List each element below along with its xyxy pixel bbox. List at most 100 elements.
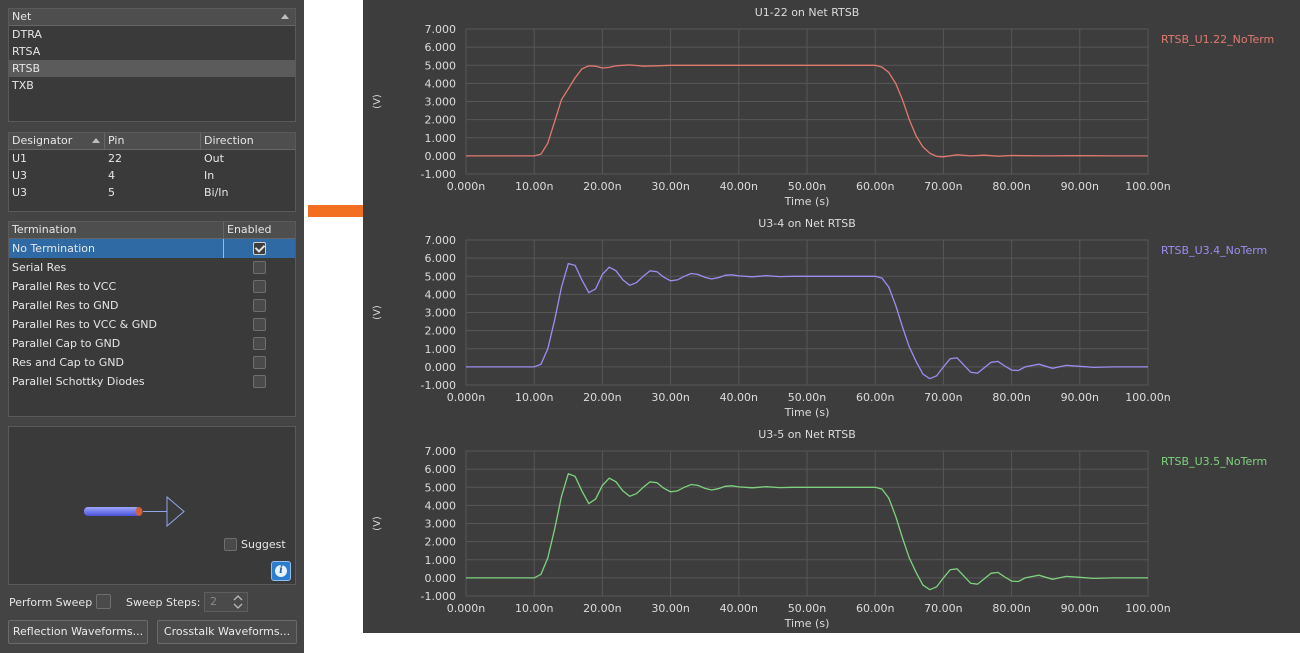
x-tick-label: 70.00n <box>924 180 962 193</box>
y-tick-label: 6.000 <box>425 41 457 54</box>
waveform-line <box>466 64 1148 158</box>
enabled-column-header[interactable]: Enabled <box>227 223 272 236</box>
direction-cell: Bi/In <box>204 186 229 199</box>
direction-column-header[interactable]: Direction <box>204 134 254 147</box>
x-tick-label: 40.00n <box>720 602 758 615</box>
enabled-checkbox[interactable] <box>253 318 266 331</box>
legend-entry: RTSB_U3.5_NoTerm <box>1161 455 1267 468</box>
y-axis-label: (V) <box>372 516 383 531</box>
y-tick-label: 5.000 <box>425 270 457 283</box>
x-tick-label: 80.00n <box>992 602 1030 615</box>
x-tick-label: 50.00n <box>788 602 826 615</box>
net-list-header[interactable]: Net <box>9 9 295 26</box>
crosstalk-waveforms-button[interactable]: Crosstalk Waveforms... <box>157 620 297 644</box>
suggest-label: Suggest <box>241 538 286 551</box>
x-tick-label: 10.00n <box>515 602 553 615</box>
termination-label: No Termination <box>9 239 224 258</box>
y-tick-label: -1.000 <box>421 379 456 392</box>
table-row[interactable]: U3 5 Bi/In <box>9 184 295 201</box>
termination-label: Parallel Schottky Diodes <box>12 375 145 388</box>
reflection-waveforms-button[interactable]: Reflection Waveforms... <box>8 620 148 644</box>
y-tick-label: 3.000 <box>425 518 457 531</box>
y-tick-label: 7.000 <box>425 445 457 458</box>
x-tick-label: 80.00n <box>992 391 1030 404</box>
perform-sweep-checkbox[interactable] <box>96 594 111 609</box>
termination-column-header[interactable]: Termination <box>9 222 224 238</box>
enabled-checkbox[interactable] <box>253 337 266 350</box>
termination-label: Parallel Res to GND <box>12 299 119 312</box>
y-tick-label: 3.000 <box>425 96 457 109</box>
termination-item[interactable]: Parallel Schottky Diodes <box>9 372 295 391</box>
x-tick-label: 0.000n <box>447 602 485 615</box>
designator-cell: U3 <box>12 186 28 199</box>
termination-item[interactable]: No Termination <box>9 239 295 258</box>
waveform-line <box>466 262 1148 380</box>
table-row[interactable]: U3 4 In <box>9 167 295 184</box>
net-name: TXB <box>12 79 34 92</box>
net-list: Net DTRA RTSA RTSB TXB <box>8 8 296 122</box>
net-list-item[interactable]: RTSB <box>9 60 295 77</box>
enabled-checkbox[interactable] <box>253 299 266 312</box>
designator-cell: U3 <box>12 169 28 182</box>
enabled-checkbox[interactable] <box>253 356 266 369</box>
net-list-item[interactable]: RTSA <box>9 43 295 60</box>
x-tick-label: 0.000n <box>447 391 485 404</box>
y-tick-label: 4.000 <box>425 288 457 301</box>
termination-list: Termination Enabled No Termination Serial… <box>8 221 296 417</box>
info-button[interactable]: i <box>271 561 291 581</box>
sweep-steps-label: Sweep Steps: <box>126 596 201 609</box>
spinner-arrows-icon[interactable] <box>233 595 243 609</box>
net-column-header[interactable]: Net <box>12 10 32 23</box>
x-tick-label: 100.00n <box>1125 391 1170 404</box>
termination-header: Termination Enabled <box>9 222 295 239</box>
y-tick-label: 4.000 <box>425 499 457 512</box>
y-tick-label: 7.000 <box>425 23 457 36</box>
y-tick-label: 3.000 <box>425 307 457 320</box>
pin-table: Designator Pin Direction U1 22 Out U3 4 In U3 5… <box>8 132 296 212</box>
x-tick-label: 40.00n <box>720 180 758 193</box>
termination-item[interactable]: Parallel Res to VCC <box>9 277 295 296</box>
x-tick-label: 80.00n <box>992 180 1030 193</box>
x-tick-label: 20.00n <box>583 180 621 193</box>
transmission-line-icon <box>84 495 185 528</box>
termination-label: Res and Cap to GND <box>12 356 124 369</box>
net-list-item[interactable]: TXB <box>9 77 295 94</box>
net-name: RTSB <box>12 62 41 75</box>
y-tick-label: 0.000 <box>425 572 457 585</box>
y-tick-label: 2.000 <box>425 325 457 338</box>
signal-integrity-panel: Net DTRA RTSA RTSB TXB Designator Pin Direc… <box>0 0 304 653</box>
termination-item[interactable]: Res and Cap to GND <box>9 353 295 372</box>
termination-item[interactable]: Serial Res <box>9 258 295 277</box>
x-tick-label: 60.00n <box>856 180 894 193</box>
x-tick-label: 20.00n <box>583 391 621 404</box>
chart-title: U1-22 on Net RTSB <box>755 6 860 19</box>
termination-item[interactable]: Parallel Cap to GND <box>9 334 295 353</box>
designator-cell: U1 <box>12 152 28 165</box>
perform-sweep-label: Perform Sweep <box>9 596 93 609</box>
pin-column-header[interactable]: Pin <box>105 133 201 149</box>
table-row[interactable]: U1 22 Out <box>9 150 295 167</box>
net-list-item[interactable]: DTRA <box>9 26 295 43</box>
y-axis-label: (V) <box>372 305 383 320</box>
enabled-checkbox[interactable] <box>253 375 266 388</box>
waveform-plots[interactable]: 0.000n 10.00n 20.00n 30.00n 40.00n 50.00n 60.0… <box>363 0 1300 633</box>
legend-entry: RTSB_U1.22_NoTerm <box>1161 33 1274 46</box>
x-tick-label: 40.00n <box>720 391 758 404</box>
x-tick-label: 100.00n <box>1125 180 1170 193</box>
termination-label: Parallel Cap to GND <box>12 337 121 350</box>
y-tick-label: 6.000 <box>425 252 457 265</box>
enabled-checkbox[interactable] <box>253 261 266 274</box>
termination-item[interactable]: Parallel Res to GND <box>9 296 295 315</box>
sweep-steps-spinner[interactable]: 2 <box>204 592 248 612</box>
enabled-checkbox[interactable] <box>253 280 266 293</box>
y-tick-label: 4.000 <box>425 77 457 90</box>
termination-item[interactable]: Parallel Res to VCC & GND <box>9 315 295 334</box>
x-tick-label: 60.00n <box>856 602 894 615</box>
pin-cell: 5 <box>108 186 115 199</box>
enabled-checkbox[interactable] <box>253 242 266 255</box>
designator-column-header[interactable]: Designator <box>9 133 105 149</box>
y-tick-label: 5.000 <box>425 59 457 72</box>
x-tick-label: 60.00n <box>856 391 894 404</box>
suggest-checkbox[interactable] <box>224 538 237 551</box>
pin-cell: 22 <box>108 152 122 165</box>
